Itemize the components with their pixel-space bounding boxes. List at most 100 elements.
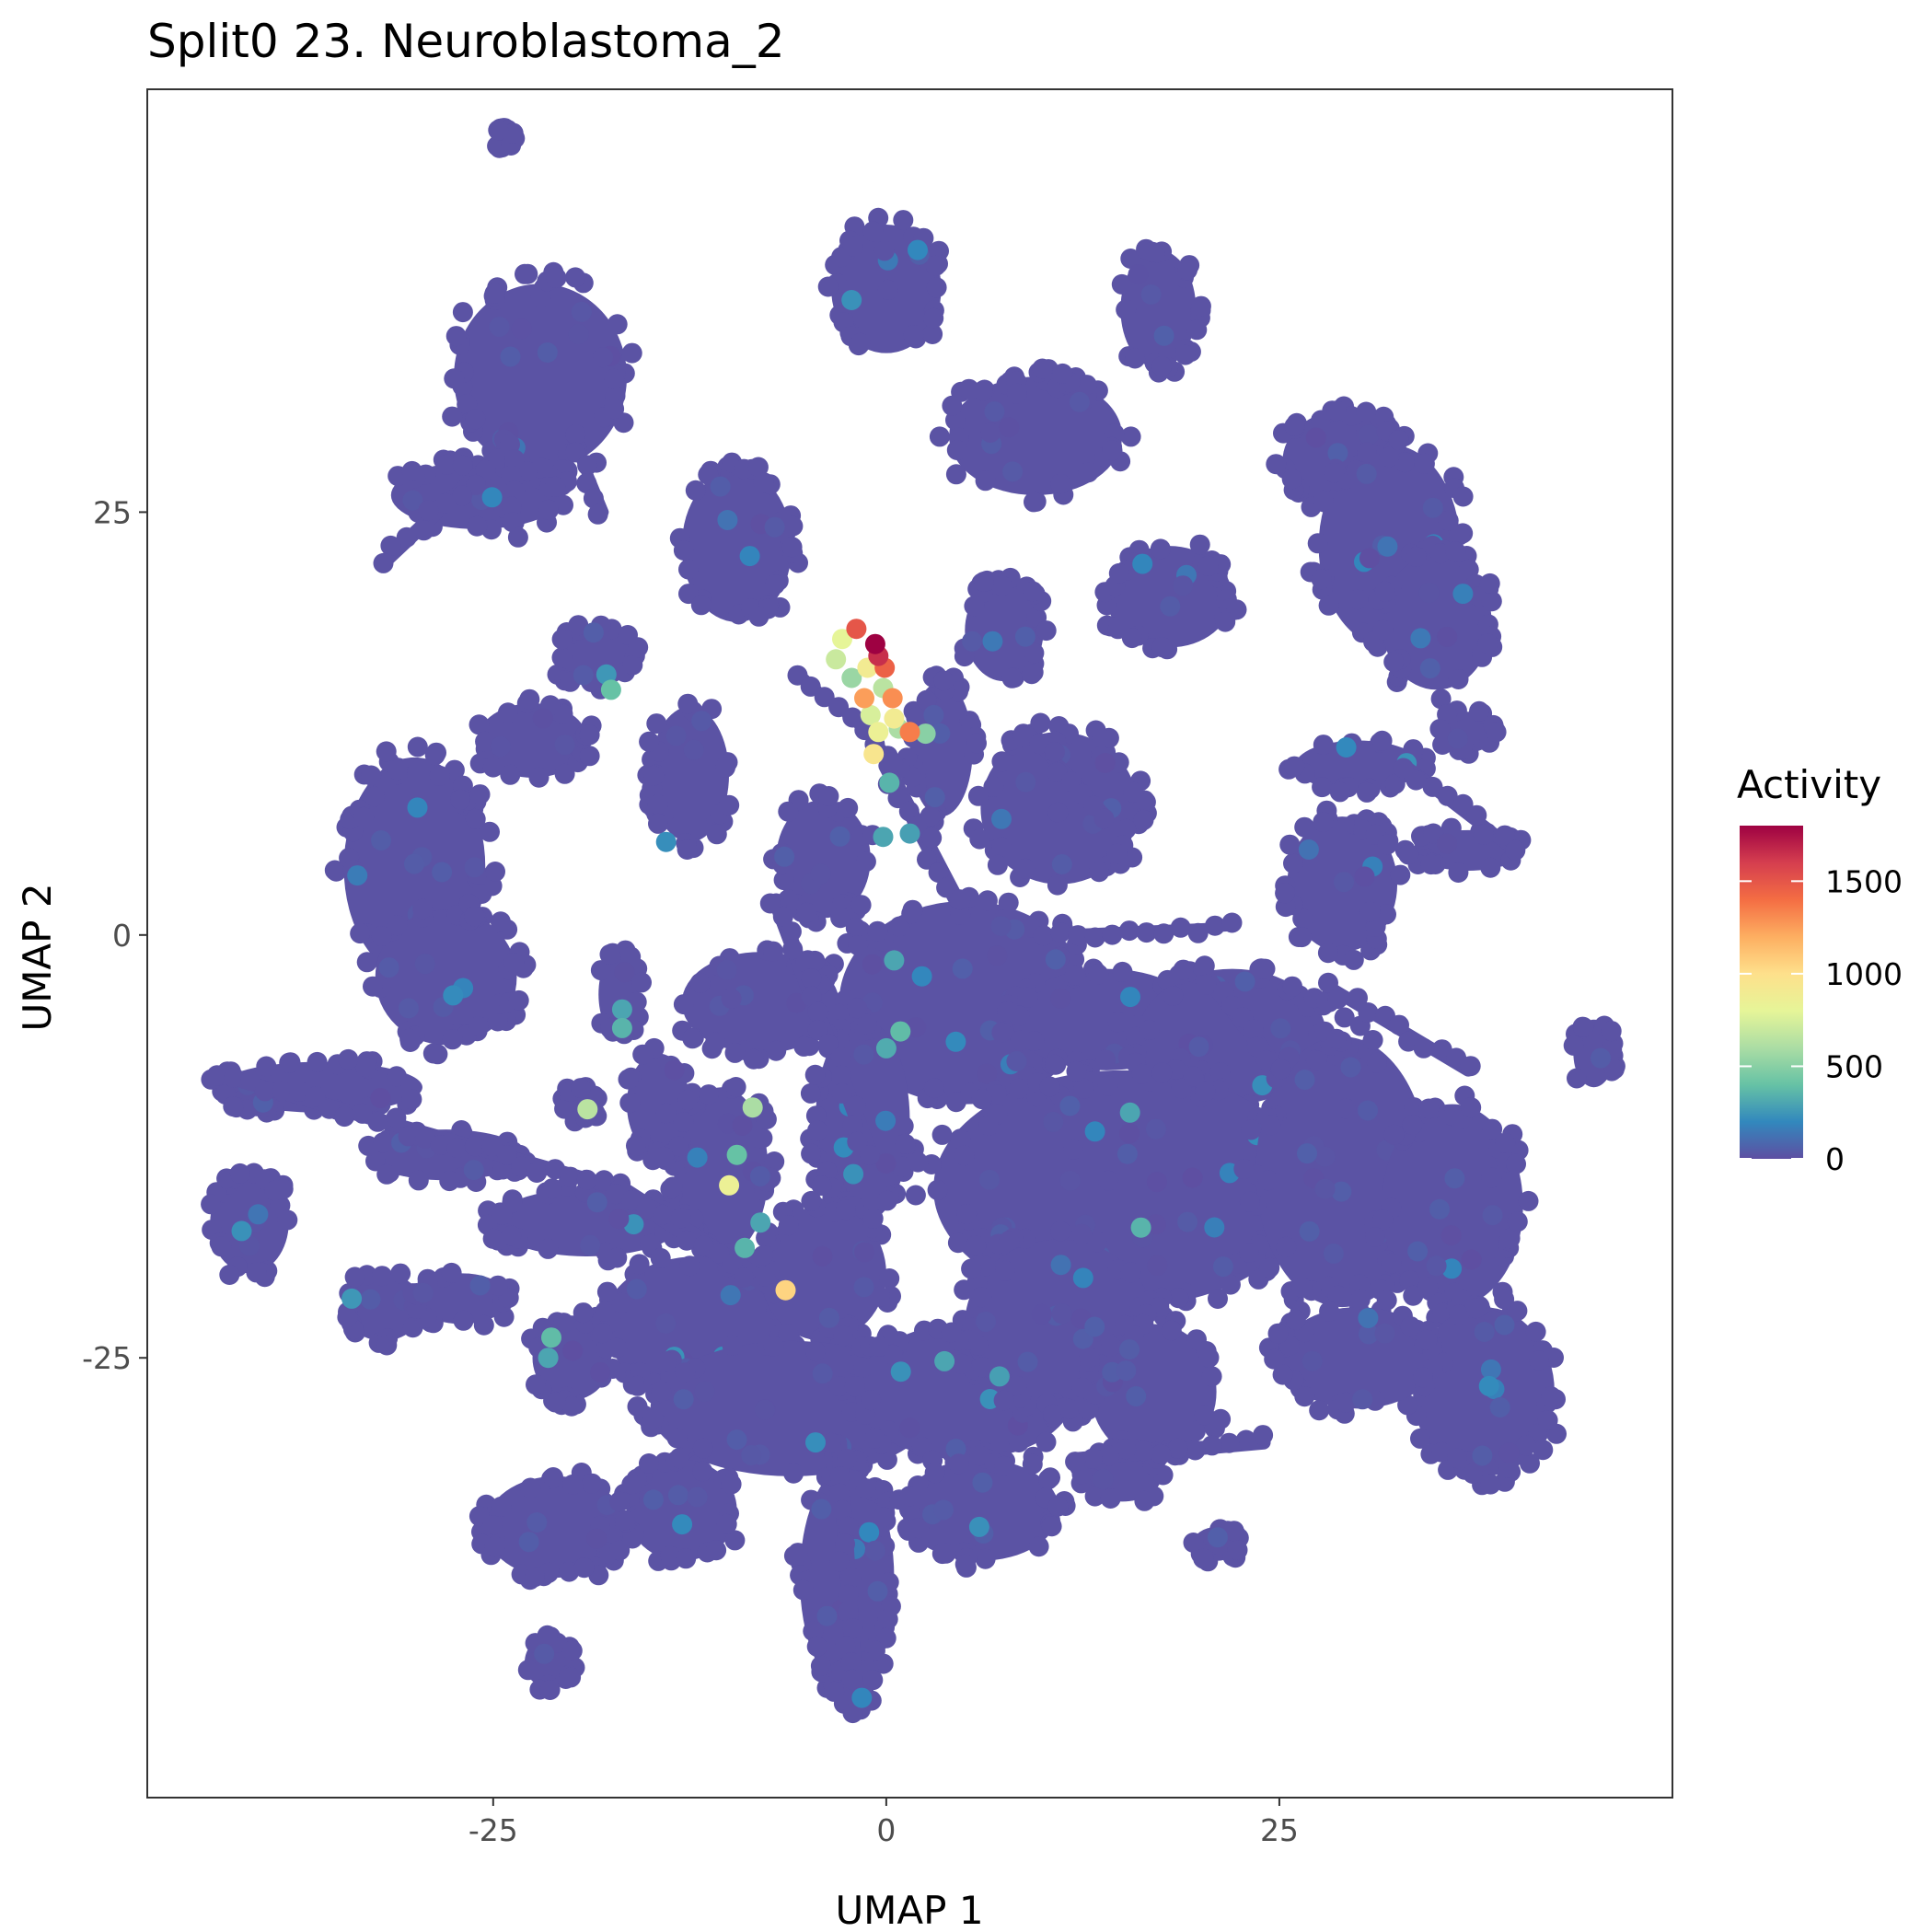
cell-point	[954, 646, 975, 667]
cell-point	[464, 1136, 485, 1157]
cell-point	[829, 826, 850, 847]
cell-point	[975, 470, 996, 492]
cell-point	[1033, 925, 1054, 946]
cell-point	[546, 267, 567, 288]
cell-point	[528, 767, 550, 788]
cell-point	[545, 476, 566, 497]
cell-point	[1394, 452, 1416, 473]
cell-point	[1195, 1081, 1216, 1102]
active-cell-point	[879, 772, 900, 793]
cell-point	[1035, 1431, 1057, 1452]
cell-point	[655, 1103, 677, 1124]
points-layer	[201, 118, 1625, 1724]
cell-point	[1318, 972, 1338, 993]
cell-point	[950, 904, 971, 925]
cell-point	[1002, 461, 1024, 482]
cell-point	[828, 697, 850, 718]
cell-point	[1449, 525, 1470, 546]
cell-point	[1383, 1124, 1405, 1145]
cell-point	[724, 1530, 746, 1551]
cell-point	[439, 1171, 460, 1192]
cell-point	[778, 1215, 799, 1236]
cell-point	[1078, 1399, 1099, 1420]
cell-point	[1047, 1496, 1069, 1517]
cell-point	[983, 776, 1004, 797]
cell-point	[1017, 987, 1038, 1008]
active-cell-point	[541, 1327, 561, 1348]
cell-point	[1297, 1143, 1317, 1164]
cell-point	[683, 739, 704, 760]
cell-point	[583, 488, 604, 509]
y-tick-label: 25	[93, 494, 132, 530]
cell-point	[1440, 817, 1462, 839]
cell-point	[1084, 1486, 1105, 1507]
cell-point	[1123, 781, 1144, 803]
cell-point	[842, 707, 863, 728]
cell-point	[662, 1176, 683, 1197]
cell-point	[1151, 356, 1173, 377]
cell-point	[1327, 989, 1348, 1010]
cell-point	[817, 276, 839, 297]
cell-point	[725, 1077, 746, 1097]
cell-point	[1336, 1098, 1357, 1119]
cell-point	[583, 622, 604, 643]
cell-point	[1251, 958, 1272, 979]
cell-point	[792, 1579, 814, 1601]
cell-point	[629, 1254, 650, 1275]
cell-point	[1068, 925, 1089, 946]
cell-point	[363, 976, 383, 997]
cell-point	[344, 1267, 365, 1288]
cell-point	[764, 516, 785, 538]
cell-point	[1412, 1367, 1433, 1388]
active-cell-point	[775, 1279, 796, 1301]
cell-point	[1065, 965, 1086, 986]
cell-point	[721, 989, 742, 1009]
cell-point	[380, 535, 401, 556]
cell-point	[946, 440, 967, 460]
cell-point	[587, 503, 608, 525]
active-cell-point	[341, 1288, 363, 1309]
cell-point	[1505, 839, 1526, 861]
legend-tick-label: 500	[1825, 1048, 1883, 1084]
cell-point	[1281, 469, 1302, 490]
cell-point	[1131, 1063, 1152, 1084]
cell-point	[526, 1163, 548, 1183]
cell-point	[1291, 1278, 1313, 1298]
cell-point	[441, 1262, 462, 1283]
cell-point	[783, 1463, 804, 1484]
cell-point	[1101, 1336, 1122, 1357]
active-cell-point	[832, 629, 852, 650]
cell-point	[1173, 959, 1194, 980]
cell-point	[611, 1292, 632, 1313]
cell-point	[1465, 1298, 1487, 1319]
cell-point	[650, 1247, 671, 1268]
cell-point	[875, 1110, 897, 1131]
cell-point	[952, 1353, 972, 1374]
cell-point	[452, 302, 473, 323]
cell-point	[924, 1078, 944, 1099]
cell-point	[1132, 553, 1153, 574]
cell-point	[1021, 664, 1042, 685]
cell-point	[530, 286, 551, 307]
cell-point	[1196, 974, 1217, 995]
cell-point	[812, 1363, 833, 1384]
legend-tick-label: 1500	[1825, 863, 1903, 899]
cell-point	[672, 1514, 693, 1535]
cell-point	[1267, 1323, 1289, 1344]
cell-point	[497, 702, 518, 723]
cell-point	[1205, 915, 1225, 936]
cell-point	[1499, 1228, 1521, 1249]
cell-point	[1259, 1257, 1280, 1278]
cell-point	[1272, 1364, 1293, 1385]
active-cell-point	[868, 722, 889, 743]
cell-streak	[224, 1067, 631, 1197]
cell-point	[950, 889, 971, 910]
cell-point	[1359, 1324, 1379, 1345]
cell-point	[824, 1681, 845, 1702]
cell-point	[365, 1151, 386, 1172]
cell-point	[503, 953, 525, 974]
cell-cluster	[469, 1463, 636, 1591]
cell-point	[463, 1160, 484, 1181]
cell-point	[398, 998, 419, 1019]
cluster-body	[454, 283, 628, 470]
